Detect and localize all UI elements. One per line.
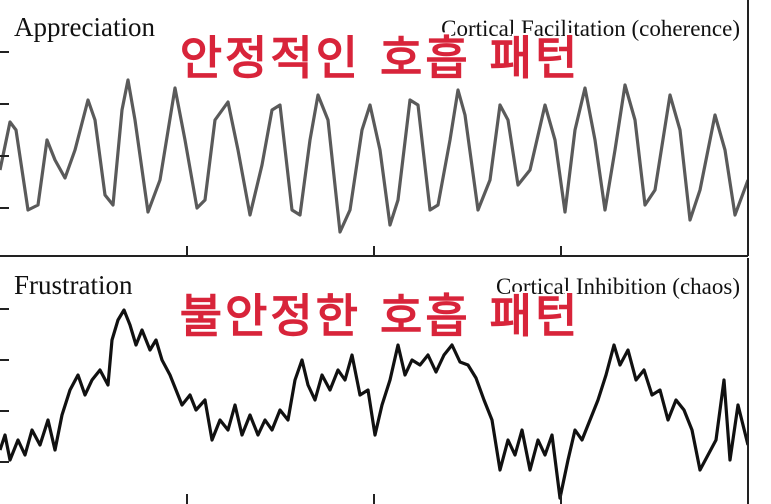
panel-title: Frustration bbox=[14, 270, 133, 300]
panel-title: Appreciation bbox=[14, 12, 155, 42]
panel bbox=[0, 78, 748, 234]
trace-line bbox=[0, 78, 748, 234]
panel-subtitle: Cortical Inhibition (chaos) bbox=[496, 274, 740, 299]
trace-line bbox=[0, 308, 748, 500]
annotation: 안정적인 호흡 패턴 bbox=[180, 31, 581, 85]
panel-subtitle: Cortical Facilitation (coherence) bbox=[441, 16, 740, 41]
panel bbox=[0, 308, 748, 500]
annotation: 불안정한 호흡 패턴 bbox=[180, 289, 581, 343]
